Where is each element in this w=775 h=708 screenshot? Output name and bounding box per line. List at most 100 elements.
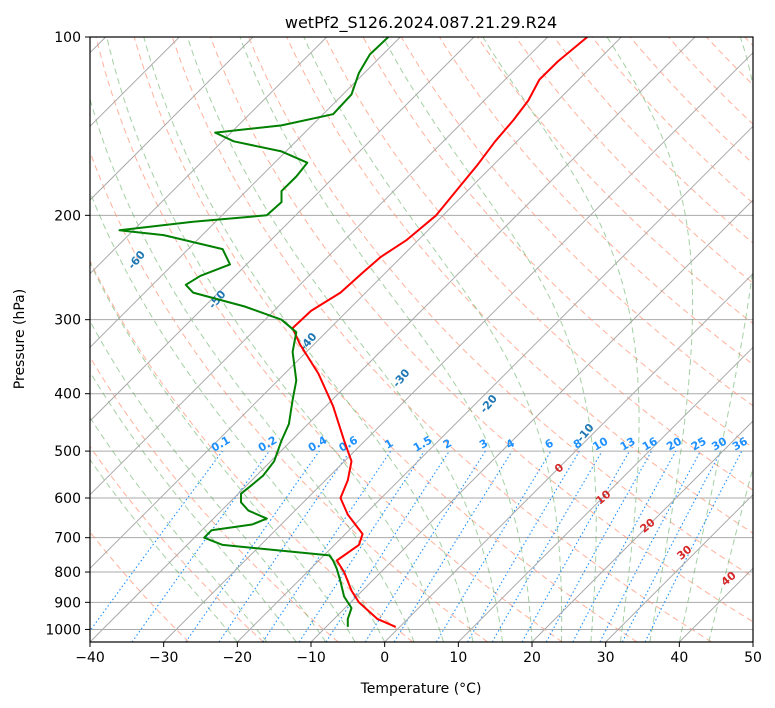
dry-adiabat-line [248,37,753,578]
moist-adiabat-line [708,465,753,642]
isotherm-line [236,125,753,642]
dry-adiabat-line [324,37,753,491]
curved-adiabat-line [0,37,5,642]
moist-adiabat-line [90,261,356,642]
dry-adiabat-line [210,37,753,623]
mixing-ratio-line [364,450,486,642]
moist-adiabat-line [239,37,533,642]
line-labels: 0.10.20.40.611.52346810131620253036-100-… [125,248,750,589]
dry-adiabat-line [95,37,563,642]
isotherm-line [605,493,753,642]
moist-adiabat-line [143,37,474,642]
x-axis: −40 −30 −20 −10 0 10 20 30 40 50 [75,642,762,666]
isotherm-line [90,37,549,496]
isotherm-line [678,567,753,642]
isotherm-line [531,420,753,642]
dry-adiabat-label: -60 [125,248,148,272]
isobar-gridlines [90,37,753,630]
x-tick-label: −30 [149,650,179,666]
isotherm-line [384,272,753,642]
dry-adiabat-line [286,37,753,534]
mixing-ratio-label: 2 [441,437,454,452]
isotherm-line [90,37,696,642]
mixing-ratio-line [325,450,450,642]
isotherm-line [90,37,401,349]
dry-adiabat-line [553,37,753,244]
y-tick-label: 900 [54,595,81,611]
x-tick-label: 10 [449,650,467,666]
mixing-ratio-line [90,450,223,632]
plot-frame [89,36,754,643]
mixing-ratio-line [644,450,743,642]
dry-adiabat-label: -40 [297,330,320,354]
dry-adiabat-line [171,37,712,642]
mixing-ratio-line [393,450,513,642]
dewpoint-line [118,37,389,627]
y-tick-label: 500 [54,444,81,460]
moist-adiabat-line [106,37,445,642]
moist-adiabat-line [606,37,694,642]
y-tick-label: 1000 [45,622,81,638]
x-tick-label: −40 [75,650,105,666]
mixing-ratio-line [262,450,392,642]
moist-adiabat-line [482,37,640,642]
moist-adiabat-line [90,458,238,642]
moist-adiabat-line [90,416,268,642]
isotherm-line [90,37,254,201]
dry-adiabat-line [515,37,753,284]
moist-adiabat-line [678,37,753,642]
mixing-ratio-label: 6 [543,436,556,451]
sounding-series [118,37,588,628]
mixing-ratio-label: 4 [504,436,517,451]
x-tick-label: −10 [296,650,326,666]
mixing-ratio-line [572,450,677,642]
mixing-ratio-line [131,450,270,642]
dry-adiabat-line [133,37,638,642]
x-tick-label: −20 [223,650,253,666]
y-axis-label: Pressure (hPa) [12,289,28,389]
dry-adiabat-line [90,531,190,642]
isotherm-line [163,51,753,642]
dry-adiabat-line [744,37,753,47]
mixing-ratio-line [218,450,351,642]
dry-adiabat-line [90,259,414,642]
dry-adiabats [90,37,753,642]
isotherm-line [752,641,753,642]
y-tick-label: 100 [54,30,81,46]
isotherm-gridlines [90,37,753,642]
x-tick-label: 20 [523,650,541,666]
isotherm-line [310,199,753,642]
moist-adiabat-line [90,320,327,642]
dry-adiabat-line [706,37,753,86]
mixing-ratio-line [298,450,425,642]
mixing-ratio-lines [90,450,743,642]
moist-adiabat-line [90,190,386,642]
moist-adiabat-line [382,37,597,642]
y-axis: 1000 900 800 700 600 500 400 300 200 100 [45,30,90,638]
dry-adiabat-line [90,150,488,642]
y-tick-label: 300 [54,313,81,329]
dry-adiabat-line [90,356,339,642]
x-axis-label: Temperature (°C) [360,681,482,697]
x-tick-label: 30 [597,650,615,666]
moist-adiabats [0,37,753,642]
mixing-ratio-line [185,450,320,642]
y-tick-label: 600 [54,491,81,507]
temperature-line [291,37,588,628]
chart-title: wetPf2_S126.2024.087.21.29.R24 [285,13,557,33]
mixing-ratio-line [545,450,653,642]
y-tick-label: 700 [54,531,81,547]
dry-adiabat-line [90,445,264,642]
isotherm-line [90,37,475,422]
y-tick-label: 400 [54,387,81,403]
dry-adiabat-label: -20 [477,392,500,416]
moist-adiabat-label: 30 [674,543,694,563]
isotherm-line [457,346,753,642]
mixing-ratio-line [467,450,580,642]
isotherm-line [90,37,622,570]
y-tick-label: 800 [54,565,81,581]
x-tick-label: 40 [670,650,688,666]
x-tick-label: 0 [380,650,389,666]
y-tick-label: 200 [54,208,81,224]
